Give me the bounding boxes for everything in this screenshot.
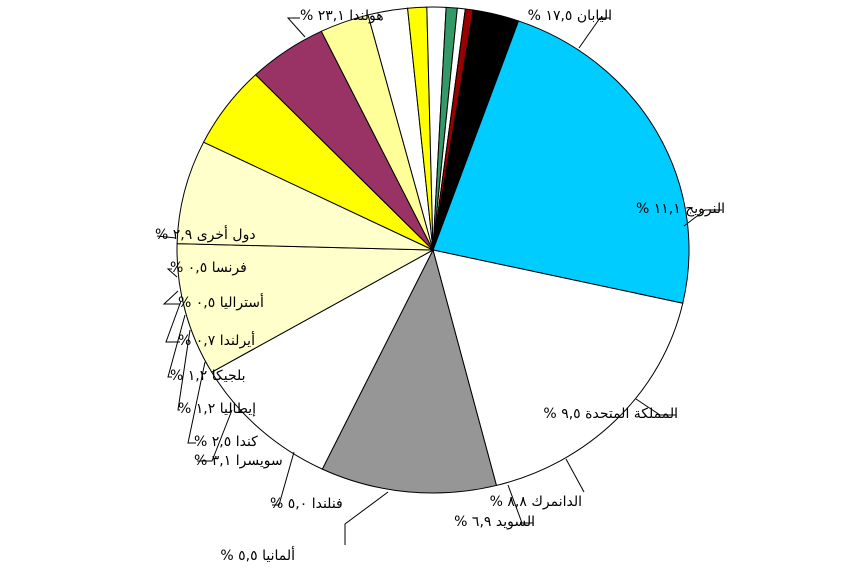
leader-line-0 — [286, 17, 306, 38]
slice-label-6: ألمانيا ٥,٥ % — [220, 546, 295, 564]
slice-label-3: المملكة المتحدة ٩,٥ % — [543, 406, 678, 422]
leader-line-6 — [344, 491, 389, 545]
leader-line-4 — [565, 458, 585, 493]
leader-line-7 — [272, 451, 295, 506]
leader-line-9 — [187, 361, 206, 444]
slice-label-7: فنلندا ٥,٠ % — [270, 496, 343, 512]
slice-label-14: فرنسا ٠,٥ % — [170, 260, 247, 276]
slice-label-2: النرويج ١١,١ % — [636, 201, 725, 217]
slice-label-10: إيطاليا ١,٢ % — [178, 401, 256, 417]
slice-label-11: بلجيكا ١,٢ % — [170, 368, 246, 384]
pie-slice-1 — [432, 249, 684, 487]
slice-label-8: سويسرا ٣,١ % — [194, 453, 283, 469]
leader-line-14 — [166, 268, 178, 278]
leader-line-2 — [683, 209, 722, 227]
slice-label-15: دول أخرى ٢,٩ % — [155, 225, 256, 243]
pie-slices — [176, 6, 690, 494]
slice-labels: هولندا ٢٣,١ % اليابان ١٧,٥ % النرويج ١١,١ … — [155, 8, 725, 564]
slice-label-0: هولندا ٢٣,١ % — [300, 8, 384, 24]
pie-slice-0 — [432, 20, 690, 304]
pie-slice-2 — [321, 248, 498, 494]
slice-label-13: أستراليا ٠,٥ % — [178, 293, 264, 311]
slice-label-1: اليابان ١٧,٥ % — [528, 8, 612, 24]
leader-line-8 — [197, 409, 233, 462]
leader-line-5 — [507, 484, 533, 524]
leader-line-3 — [635, 398, 676, 416]
leader-lines — [156, 17, 722, 545]
leader-line-13 — [162, 290, 180, 305]
slice-label-5: السويد ٦,٩ % — [454, 514, 535, 530]
slice-label-9: كندا ٢,٥ % — [194, 434, 258, 450]
slice-label-4: الدانمرك ٨,٨ % — [490, 494, 582, 510]
pie-slice-3 — [211, 248, 435, 470]
leader-line-15 — [156, 235, 177, 239]
leader-line-11 — [167, 314, 186, 378]
pie-slice-5 — [176, 141, 434, 251]
leader-line-12 — [165, 300, 182, 343]
slice-label-12: أيرلندا ٠,٧ % — [178, 331, 255, 349]
leader-line-10 — [177, 329, 191, 411]
pie-slice-15 — [432, 9, 520, 251]
pie-slice-4 — [176, 243, 435, 373]
leader-line-1 — [578, 17, 610, 49]
